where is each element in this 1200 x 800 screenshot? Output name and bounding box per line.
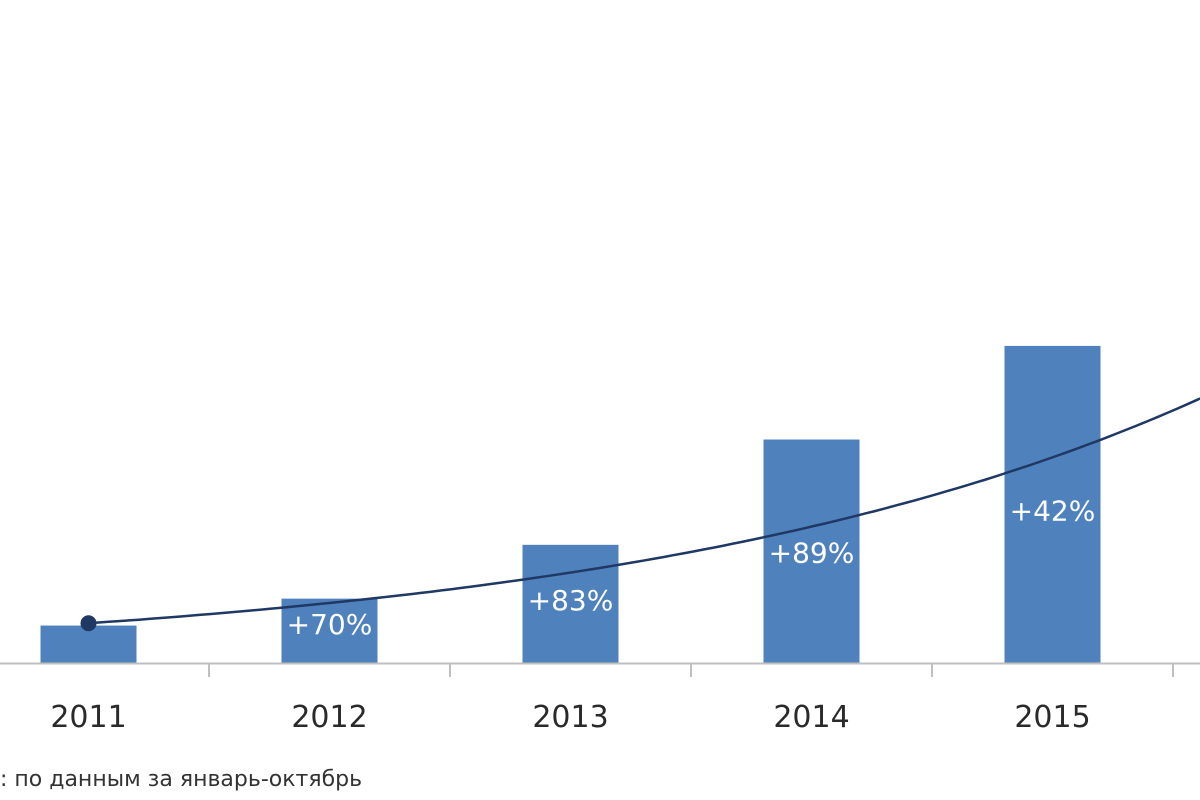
x-tick-label-2011: 2011 [50,700,126,735]
bar-2011 [40,625,137,663]
x-tick-label-2012: 2012 [291,700,367,735]
bar-label-2014: +89% [769,536,855,569]
bar-label-2012: +70% [287,608,373,641]
trend-layer [80,397,1200,632]
bar-2014 [763,439,860,663]
trend-line [88,397,1200,625]
x-tick-label-2013: 2013 [532,700,608,735]
bar-2012 [281,598,378,663]
axis-layer: 2011 2012 2013 2014 2015 [0,662,1200,735]
bar-2015 [1004,345,1101,663]
footnote: : по данным за январь-октябрь [0,767,362,792]
x-tick-label-2014: 2014 [773,700,849,735]
bars-layer [40,345,1101,663]
x-tick-label-2015: 2015 [1014,700,1090,735]
labels-layer: +70% +83% +89% +42% [287,494,1096,641]
bar-label-2013: +83% [528,584,614,617]
trend-start-marker [80,615,97,632]
bar-2013 [522,544,619,663]
bar-label-2015: +42% [1010,494,1096,527]
